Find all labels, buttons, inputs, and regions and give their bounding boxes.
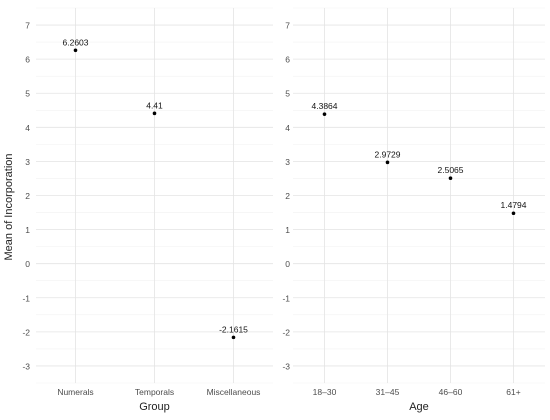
data-label: -2.1615 <box>219 324 248 334</box>
data-label: 6.2603 <box>63 37 89 47</box>
x-tick-label: Miscellaneous <box>207 387 261 397</box>
y-tick-label: 4 <box>285 123 290 133</box>
x-tick-label: 46–60 <box>439 387 463 397</box>
y-tick-label: 1 <box>25 225 30 235</box>
y-tick-label: 5 <box>285 89 290 99</box>
x-tick-label: Temporals <box>135 387 174 397</box>
y-tick-label: 5 <box>25 89 30 99</box>
y-tick-label: 7 <box>285 21 290 31</box>
y-tick-label: 3 <box>25 157 30 167</box>
y-tick-label: -2 <box>22 327 30 337</box>
y-tick-label: 0 <box>25 259 30 269</box>
x-tick-label: Numerals <box>57 387 93 397</box>
y-tick-label: 4 <box>25 123 30 133</box>
data-label: 4.41 <box>146 100 163 110</box>
panel-group: -3 -2 -1 0 1 2 3 4 5 6 7 Numerals Temporals Miscellan… <box>22 7 273 413</box>
data-label: 1.4794 <box>501 200 527 210</box>
data-label: 4.3864 <box>312 101 338 111</box>
y-tick-label: 2 <box>285 191 290 201</box>
y-tick-label: -3 <box>282 361 290 371</box>
y-tick-label: 6 <box>285 55 290 65</box>
y-tick-label: 6 <box>25 55 30 65</box>
data-point <box>448 176 453 181</box>
data-point <box>73 48 78 53</box>
y-tick-label: -2 <box>282 327 290 337</box>
data-label: 2.5065 <box>438 165 464 175</box>
y-tick-label: 2 <box>25 191 30 201</box>
y-tick-label: -1 <box>22 293 30 303</box>
x-tick-label: 61+ <box>506 387 520 397</box>
y-tick-label: 0 <box>285 259 290 269</box>
data-point <box>152 111 157 116</box>
y-tick-label: -1 <box>282 293 290 303</box>
data-label: 2.9729 <box>375 149 401 159</box>
data-point <box>385 160 390 165</box>
x-tick-label: 31–45 <box>376 387 400 397</box>
data-point <box>511 211 516 216</box>
y-tick-label: 3 <box>285 157 290 167</box>
y-tick-label: 7 <box>25 21 30 31</box>
data-point <box>231 335 236 340</box>
x-axis-label: Age <box>409 401 429 413</box>
x-tick-label: 18–30 <box>313 387 337 397</box>
y-axis-label: Mean of Incorporation <box>3 153 15 260</box>
data-point <box>322 112 327 116</box>
x-axis-label: Group <box>139 401 170 413</box>
y-tick-label: 1 <box>285 225 290 235</box>
y-tick-label: -3 <box>22 361 30 371</box>
panel-age: -3 -2 -1 0 1 2 3 4 5 6 7 18–30 31–45 46–60 61+ Age 4.386… <box>282 7 545 413</box>
